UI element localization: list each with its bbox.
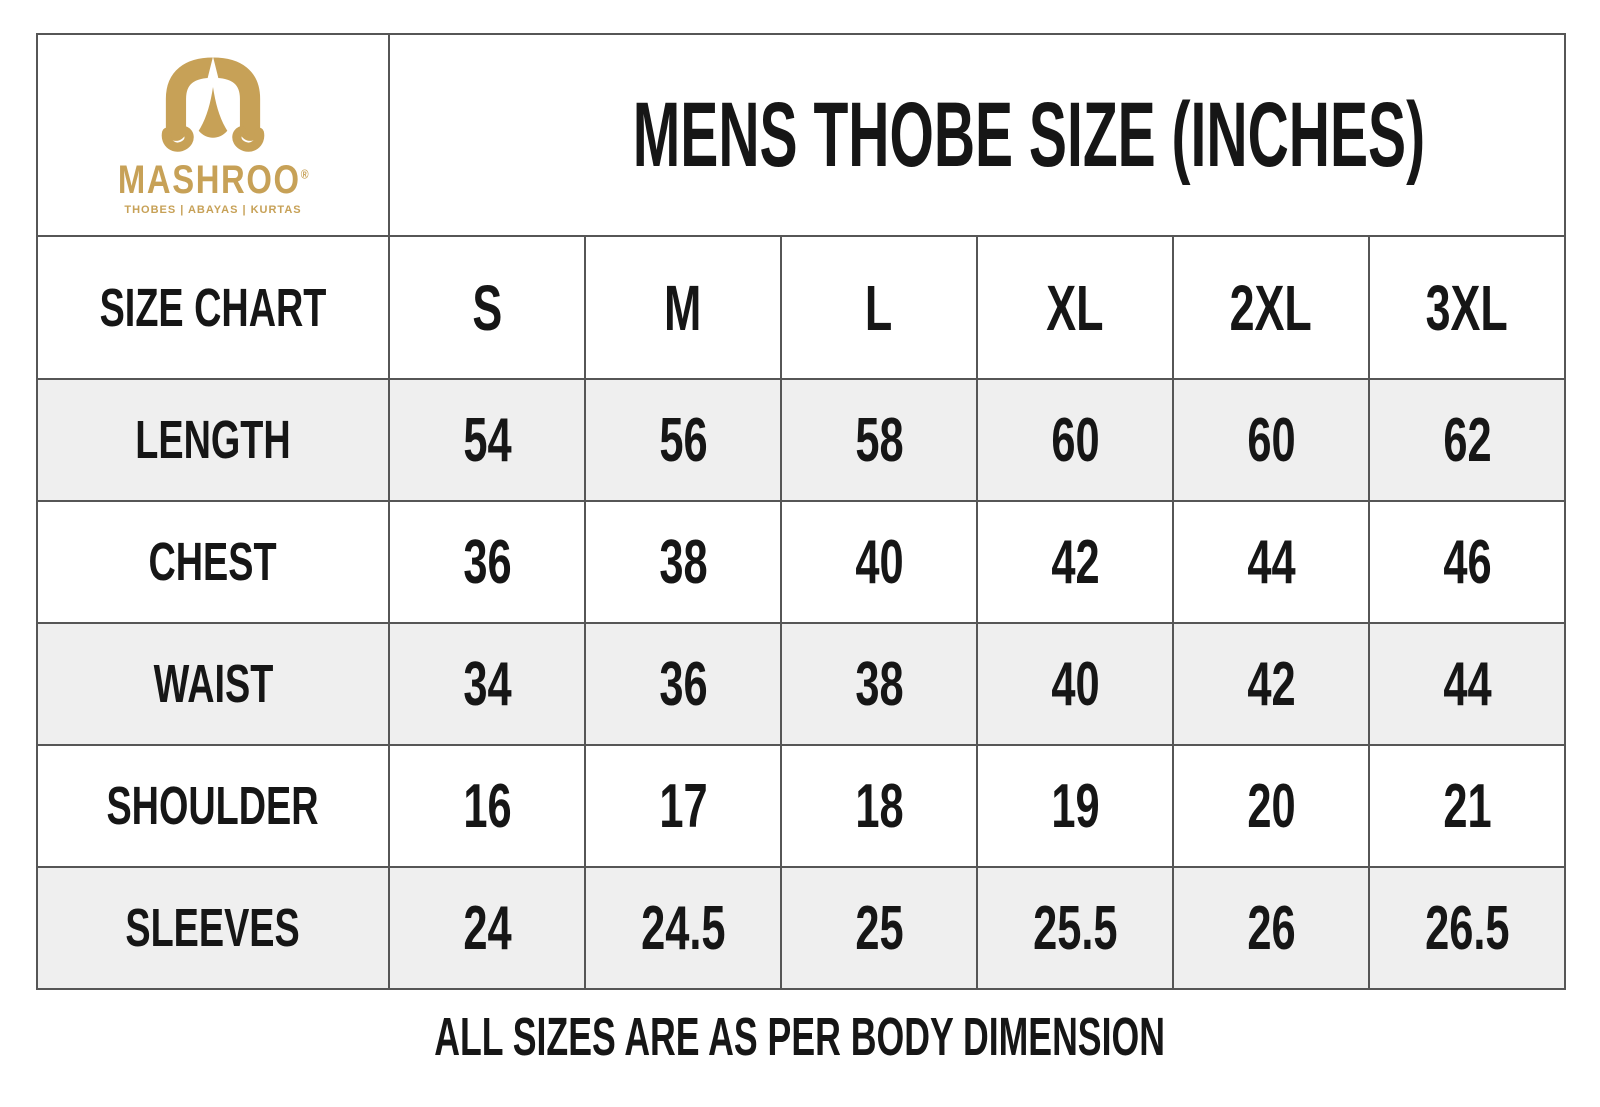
- cell-chest-xl: 42: [976, 500, 1174, 624]
- cell-waist-l: 38: [780, 622, 978, 746]
- row-label-chest: CHEST: [36, 500, 390, 624]
- cell-length-2xl: 60: [1172, 378, 1370, 502]
- cell-waist-3xl: 44: [1367, 622, 1567, 746]
- size-column-xl: XL: [976, 235, 1174, 380]
- size-columns-row: SIZE CHART S M L XL 2XL 3XL: [36, 235, 1567, 380]
- cell-length-m: 56: [584, 378, 782, 502]
- cell-waist-xl: 40: [976, 622, 1174, 746]
- cell-length-l: 58: [780, 378, 978, 502]
- cell-shoulder-l: 18: [780, 744, 978, 868]
- cell-length-3xl: 62: [1367, 378, 1567, 502]
- cell-shoulder-3xl: 21: [1367, 744, 1567, 868]
- row-label-length: LENGTH: [36, 378, 390, 502]
- cell-sleeves-2xl: 26: [1172, 866, 1370, 990]
- cell-sleeves-l: 25: [780, 866, 978, 990]
- cell-shoulder-xl: 19: [976, 744, 1174, 868]
- cell-shoulder-m: 17: [584, 744, 782, 868]
- row-label-waist: WAIST: [36, 622, 390, 746]
- size-column-l: L: [780, 235, 978, 380]
- cell-sleeves-xl: 25.5: [976, 866, 1174, 990]
- table-title: MENS THOBE SIZE (INCHES): [632, 83, 1426, 186]
- cell-shoulder-s: 16: [388, 744, 586, 868]
- cell-chest-m: 38: [584, 500, 782, 624]
- cell-waist-m: 36: [584, 622, 782, 746]
- size-column-m: M: [584, 235, 782, 380]
- cell-waist-s: 34: [388, 622, 586, 746]
- table-header-row: MASHROO® THOBES | ABAYAS | KURTAS MENS T…: [36, 33, 1567, 237]
- brand-name-text: MASHROO: [117, 157, 301, 202]
- brand-name: MASHROO®: [118, 160, 309, 200]
- brand-logo-cell: MASHROO® THOBES | ABAYAS | KURTAS: [36, 33, 390, 237]
- mashroo-monogram-icon: [161, 56, 265, 152]
- cell-length-xl: 60: [976, 378, 1174, 502]
- size-chart-table: MASHROO® THOBES | ABAYAS | KURTAS MENS T…: [36, 33, 1567, 990]
- size-column-3xl: 3XL: [1367, 235, 1567, 380]
- table-row-sleeves: SLEEVES 24 24.5 25 25.5 26 26.5: [36, 866, 1567, 990]
- row-label-sleeves: SLEEVES: [36, 866, 390, 990]
- brand-logo: MASHROO® THOBES | ABAYAS | KURTAS: [39, 55, 387, 216]
- cell-chest-2xl: 44: [1172, 500, 1370, 624]
- cell-waist-2xl: 42: [1172, 622, 1370, 746]
- cell-chest-3xl: 46: [1367, 500, 1567, 624]
- table-row-chest: CHEST 36 38 40 42 44 46: [36, 500, 1567, 624]
- cell-length-s: 54: [388, 378, 586, 502]
- cell-chest-s: 36: [388, 500, 586, 624]
- cell-sleeves-3xl: 26.5: [1367, 866, 1567, 990]
- cell-sleeves-s: 24: [388, 866, 586, 990]
- table-title-cell: MENS THOBE SIZE (INCHES): [387, 33, 1567, 237]
- corner-label: SIZE CHART: [99, 277, 327, 338]
- size-column-s: S: [388, 235, 586, 380]
- table-row-shoulder: SHOULDER 16 17 18 19 20 21: [36, 744, 1567, 868]
- size-column-2xl: 2XL: [1172, 235, 1370, 380]
- row-label-shoulder: SHOULDER: [36, 744, 390, 868]
- corner-label-cell: SIZE CHART: [36, 235, 390, 380]
- footer-note-text: ALL SIZES ARE AS PER BODY DIMENSION: [434, 1007, 1166, 1067]
- table-row-waist: WAIST 34 36 38 40 42 44: [36, 622, 1567, 746]
- footer-note: ALL SIZES ARE AS PER BODY DIMENSION: [36, 1006, 1564, 1068]
- size-chart-sheet: MASHROO® THOBES | ABAYAS | KURTAS MENS T…: [36, 33, 1567, 1068]
- table-row-length: LENGTH 54 56 58 60 60 62: [36, 378, 1567, 502]
- cell-sleeves-m: 24.5: [584, 866, 782, 990]
- cell-chest-l: 40: [780, 500, 978, 624]
- cell-shoulder-2xl: 20: [1172, 744, 1370, 868]
- brand-tagline: THOBES | ABAYAS | KURTAS: [124, 203, 302, 216]
- registered-trademark-mark: ®: [300, 166, 309, 182]
